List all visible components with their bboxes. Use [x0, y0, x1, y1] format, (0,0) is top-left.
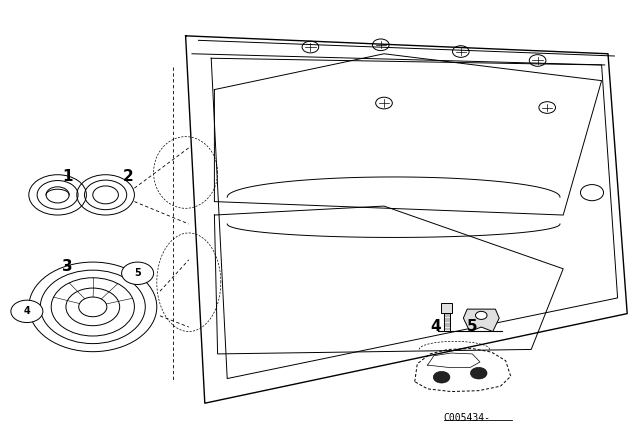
Circle shape: [122, 262, 154, 284]
Text: C005434-: C005434-: [444, 413, 490, 422]
Text: 2: 2: [123, 169, 133, 185]
Circle shape: [470, 367, 487, 379]
Text: 1: 1: [62, 169, 72, 185]
Circle shape: [476, 311, 487, 319]
Text: 4: 4: [24, 306, 30, 316]
Text: 4: 4: [430, 319, 440, 334]
Text: 3: 3: [62, 259, 72, 274]
Circle shape: [433, 371, 450, 383]
Bar: [441, 303, 452, 313]
Text: 5: 5: [134, 268, 141, 278]
Circle shape: [11, 300, 43, 323]
Text: 5: 5: [467, 319, 477, 334]
Polygon shape: [463, 309, 499, 332]
Bar: [444, 313, 450, 331]
